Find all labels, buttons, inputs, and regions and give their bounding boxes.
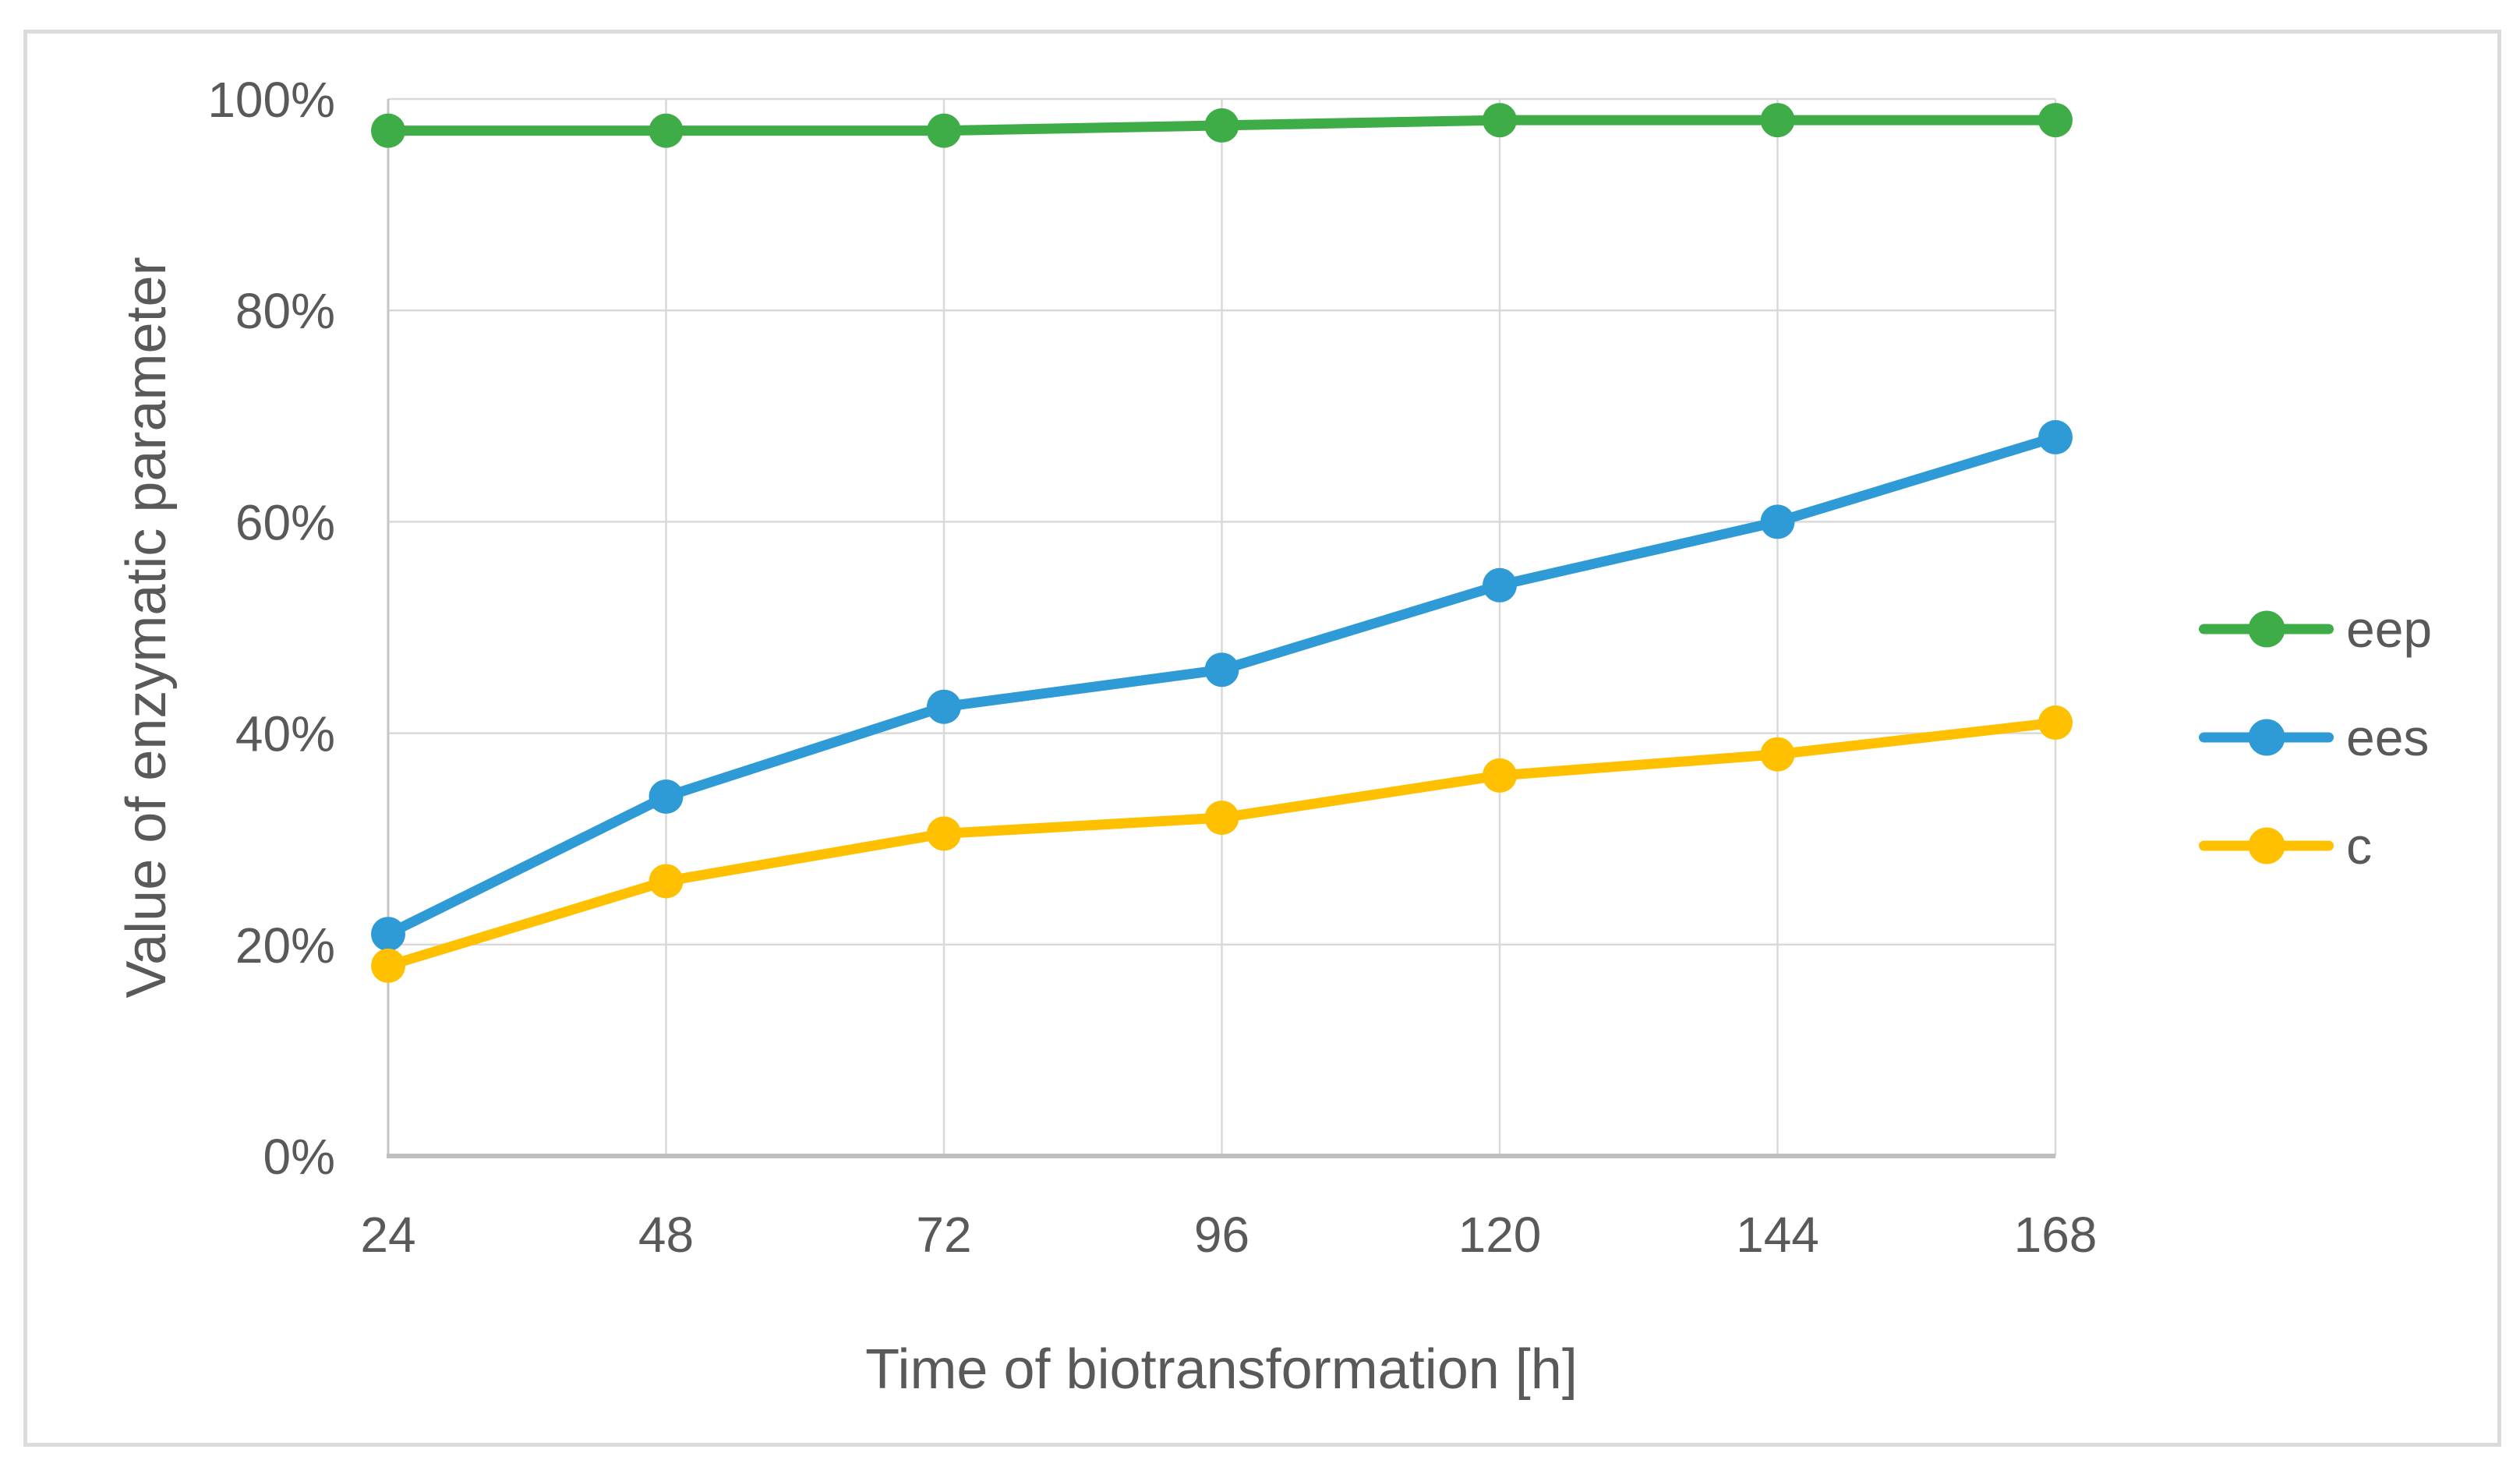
legend-marker-icon [2199,610,2334,648]
series-marker-c [1483,758,1517,793]
x-axis-title: Time of biotransformation [h] [865,1338,1578,1401]
x-tick-label: 120 [1458,1207,1542,1263]
y-tick-label: 100% [207,72,335,128]
legend-item-ees: ees [2199,683,2432,791]
x-tick-label: 168 [2014,1207,2098,1263]
series-marker-ees [649,779,684,814]
series-marker-eep [371,113,405,148]
legend-item-c: c [2199,791,2432,900]
series-marker-eep [927,113,961,148]
series-marker-eep [1483,103,1517,138]
legend: eep ees c [2199,574,2432,900]
series-marker-ees [1760,504,1795,539]
series-marker-ees [1204,652,1239,688]
legend-label: eep [2346,599,2433,658]
legend-dot [2248,827,2285,864]
y-tick-label: 20% [235,917,335,974]
x-tick-label: 72 [916,1207,971,1263]
x-tick-label: 144 [1736,1207,1819,1263]
x-tick-label: 48 [638,1207,694,1263]
legend-marker-icon [2199,827,2334,864]
series-marker-c [2038,705,2073,741]
series-marker-c [927,816,961,851]
y-tick-label: 60% [235,494,335,550]
series-marker-eep [2038,103,2073,138]
series-marker-ees [2038,419,2073,454]
legend-label: ees [2346,708,2430,766]
series-marker-ees [927,689,961,724]
series-marker-c [371,948,405,983]
series-marker-eep [1204,108,1239,143]
series-marker-ees [371,917,405,952]
series-marker-eep [649,113,684,148]
series-marker-c [1204,801,1239,836]
legend-dot [2248,719,2285,755]
series-marker-eep [1760,103,1795,138]
legend-item-eep: eep [2199,574,2432,683]
legend-dot [2248,610,2285,647]
series-marker-ees [1483,567,1517,603]
x-tick-label: 24 [360,1207,415,1263]
legend-label: c [2346,816,2372,875]
series-marker-c [649,864,684,899]
y-tick-label: 80% [235,283,335,339]
y-axis-title: Value of enzymatic parameter [115,256,178,999]
legend-marker-icon [2199,719,2334,756]
series-marker-c [1760,737,1795,772]
y-tick-label: 0% [263,1129,336,1185]
y-tick-label: 40% [235,706,335,762]
x-tick-label: 96 [1194,1207,1249,1263]
chart-border [23,30,2501,1447]
